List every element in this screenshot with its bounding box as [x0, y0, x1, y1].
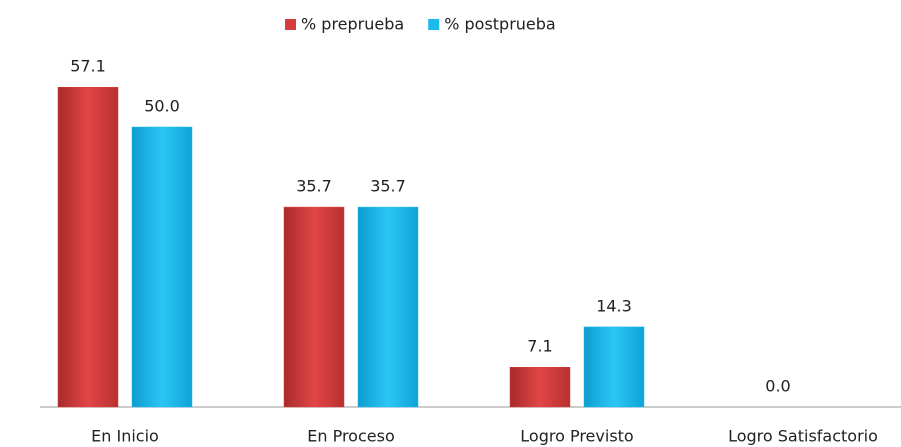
legend-swatch [285, 19, 296, 30]
x-tick-label: En Proceso [307, 427, 394, 446]
legend-label: % preprueba [301, 15, 404, 34]
x-tick-label: Logro Previsto [520, 427, 633, 446]
data-label: 35.7 [370, 177, 406, 196]
bar [283, 206, 345, 408]
data-label: 35.7 [296, 177, 332, 196]
bar [509, 366, 571, 408]
data-label: 0.0 [765, 377, 790, 396]
data-label: 14.3 [596, 296, 632, 315]
data-label: 50.0 [144, 97, 180, 116]
bar [131, 126, 193, 408]
bar [57, 86, 119, 408]
legend-swatch [428, 19, 440, 30]
data-label: 57.1 [70, 57, 106, 76]
bar [583, 326, 645, 408]
bar [357, 206, 419, 408]
legend-label: % postprueba [444, 15, 556, 34]
x-tick-label: En Inicio [91, 427, 159, 446]
x-tick-label: Logro Satisfactorio [728, 427, 878, 446]
data-label: 7.1 [527, 337, 552, 356]
